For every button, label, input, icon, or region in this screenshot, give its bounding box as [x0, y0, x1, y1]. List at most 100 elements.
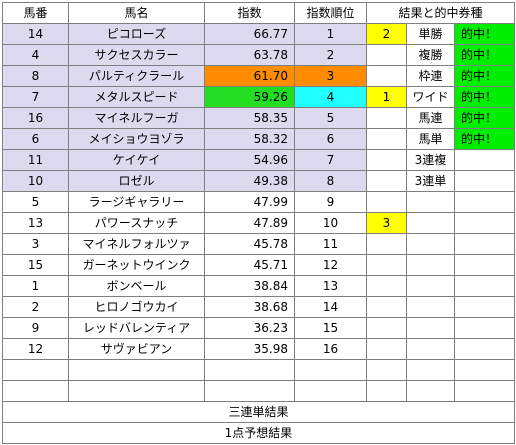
cell-umaban[interactable]: 8	[2, 65, 69, 87]
cell-bamei[interactable]: ヒロノゴウカイ	[68, 296, 205, 318]
cell-shisu[interactable]: 66.77	[204, 23, 295, 45]
cell-hit[interactable]	[454, 233, 515, 255]
cell-juni[interactable]: 10	[294, 212, 367, 234]
header-umaban[interactable]: 馬番	[2, 2, 69, 24]
cell-result-rank[interactable]	[366, 191, 407, 213]
cell-hit[interactable]: 的中！	[454, 107, 515, 129]
cell-result-rank[interactable]	[366, 359, 407, 381]
cell-bamei[interactable]: マイネルフーガ	[68, 107, 205, 129]
cell-umaban[interactable]	[2, 380, 69, 402]
cell-result-rank[interactable]	[366, 170, 407, 192]
cell-hit[interactable]	[454, 380, 515, 402]
cell-bamei[interactable]: パワースナッチ	[68, 212, 205, 234]
cell-result-rank[interactable]	[366, 254, 407, 276]
cell-umaban[interactable]: 9	[2, 317, 69, 339]
cell-result-rank[interactable]: 1	[366, 86, 407, 108]
cell-result-rank[interactable]	[366, 233, 407, 255]
cell-hit[interactable]: 的中！	[454, 23, 515, 45]
cell-hit[interactable]: 的中！	[454, 44, 515, 66]
cell-hit[interactable]	[454, 338, 515, 360]
cell-bamei[interactable]: ボンベール	[68, 275, 205, 297]
cell-shisu[interactable]: 61.70	[204, 65, 295, 87]
cell-umaban[interactable]: 10	[2, 170, 69, 192]
cell-bet-type[interactable]	[406, 359, 455, 381]
footer-ittenyosou[interactable]: 1点予想結果	[2, 422, 515, 444]
cell-juni[interactable]: 5	[294, 107, 367, 129]
cell-umaban[interactable]: 4	[2, 44, 69, 66]
cell-juni[interactable]: 15	[294, 317, 367, 339]
cell-umaban[interactable]: 6	[2, 128, 69, 150]
cell-bet-type[interactable]: 単勝	[406, 23, 455, 45]
cell-result-rank[interactable]: 3	[366, 212, 407, 234]
cell-juni[interactable]: 6	[294, 128, 367, 150]
cell-bamei[interactable]: ロゼル	[68, 170, 205, 192]
header-bamei[interactable]: 馬名	[68, 2, 205, 24]
cell-juni[interactable]: 4	[294, 86, 367, 108]
cell-bamei[interactable]: メタルスピード	[68, 86, 205, 108]
cell-bamei[interactable]	[68, 359, 205, 381]
cell-bet-type[interactable]	[406, 275, 455, 297]
cell-bet-type[interactable]: 3連単	[406, 170, 455, 192]
cell-hit[interactable]	[454, 296, 515, 318]
cell-bet-type[interactable]	[406, 338, 455, 360]
cell-shisu[interactable]: 45.78	[204, 233, 295, 255]
cell-juni[interactable]: 11	[294, 233, 367, 255]
cell-juni[interactable]: 16	[294, 338, 367, 360]
cell-bet-type[interactable]: 馬単	[406, 128, 455, 150]
cell-umaban[interactable]: 13	[2, 212, 69, 234]
cell-shisu[interactable]: 63.78	[204, 44, 295, 66]
cell-hit[interactable]	[454, 317, 515, 339]
cell-umaban[interactable]: 1	[2, 275, 69, 297]
cell-result-rank[interactable]	[366, 44, 407, 66]
cell-hit[interactable]: 的中！	[454, 86, 515, 108]
cell-juni[interactable]	[294, 359, 367, 381]
cell-result-rank[interactable]	[366, 65, 407, 87]
cell-bet-type[interactable]	[406, 191, 455, 213]
cell-bet-type[interactable]	[406, 317, 455, 339]
cell-bamei[interactable]: レッドバレンティア	[68, 317, 205, 339]
footer-sanrentan[interactable]: 三連単結果	[2, 401, 515, 423]
cell-shisu[interactable]: 35.98	[204, 338, 295, 360]
cell-bamei[interactable]: メイショウヨゾラ	[68, 128, 205, 150]
cell-bet-type[interactable]: 枠連	[406, 65, 455, 87]
cell-bet-type[interactable]	[406, 380, 455, 402]
cell-bet-type[interactable]	[406, 233, 455, 255]
cell-juni[interactable]: 3	[294, 65, 367, 87]
cell-shisu[interactable]: 47.89	[204, 212, 295, 234]
cell-bet-type[interactable]: 複勝	[406, 44, 455, 66]
cell-bamei[interactable]: サヴァビアン	[68, 338, 205, 360]
cell-result-rank[interactable]	[366, 317, 407, 339]
cell-shisu[interactable]: 38.84	[204, 275, 295, 297]
cell-shisu[interactable]: 47.99	[204, 191, 295, 213]
cell-umaban[interactable]: 2	[2, 296, 69, 318]
cell-bamei[interactable]	[68, 380, 205, 402]
header-juni[interactable]: 指数順位	[294, 2, 367, 24]
cell-bamei[interactable]: ピコローズ	[68, 23, 205, 45]
cell-shisu[interactable]: 58.35	[204, 107, 295, 129]
cell-hit[interactable]: 的中！	[454, 65, 515, 87]
cell-umaban[interactable]: 12	[2, 338, 69, 360]
cell-bamei[interactable]: ケイケイ	[68, 149, 205, 171]
cell-hit[interactable]: 的中！	[454, 128, 515, 150]
cell-umaban[interactable]: 3	[2, 233, 69, 255]
cell-juni[interactable]: 13	[294, 275, 367, 297]
cell-umaban[interactable]: 14	[2, 23, 69, 45]
cell-shisu[interactable]: 59.26	[204, 86, 295, 108]
cell-bamei[interactable]: サクセスカラー	[68, 44, 205, 66]
cell-bet-type[interactable]	[406, 296, 455, 318]
cell-result-rank[interactable]	[366, 128, 407, 150]
cell-shisu[interactable]: 38.68	[204, 296, 295, 318]
cell-result-rank[interactable]	[366, 149, 407, 171]
cell-bet-type[interactable]: 3連複	[406, 149, 455, 171]
cell-bamei[interactable]: マイネルフォルツァ	[68, 233, 205, 255]
cell-bamei[interactable]: ガーネットウインク	[68, 254, 205, 276]
cell-result-rank[interactable]	[366, 296, 407, 318]
cell-bet-type[interactable]	[406, 212, 455, 234]
cell-hit[interactable]	[454, 149, 515, 171]
cell-juni[interactable]: 12	[294, 254, 367, 276]
cell-juni[interactable]: 14	[294, 296, 367, 318]
cell-juni[interactable]	[294, 380, 367, 402]
cell-result-rank[interactable]	[366, 338, 407, 360]
cell-hit[interactable]	[454, 275, 515, 297]
cell-result-rank[interactable]	[366, 107, 407, 129]
